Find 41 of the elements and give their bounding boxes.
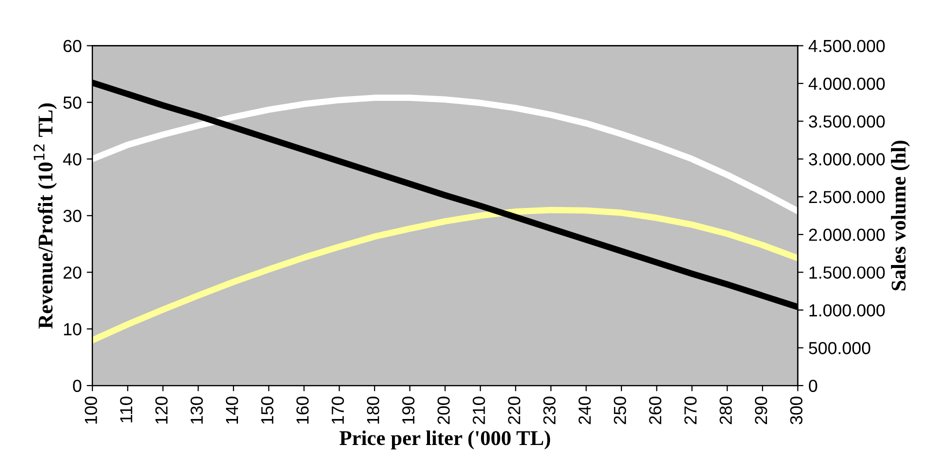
- x-tick-label: 300: [790, 396, 802, 424]
- x-tick-label: 110: [120, 396, 132, 422]
- x-tick-label: 190: [402, 396, 414, 424]
- x-tick-label: 200: [437, 396, 450, 424]
- x-axis-title: Price per liter ('000 TL): [340, 430, 550, 450]
- x-tick-label: 250: [614, 396, 626, 424]
- y2-tick-label: 0: [808, 380, 818, 392]
- y2-tick-label: 500.000: [808, 342, 870, 354]
- y2-tick-label: 2.000.000: [809, 228, 885, 241]
- x-tick-label: 100: [84, 396, 98, 424]
- x-tick-label: 230: [543, 396, 556, 424]
- y2-tick-label: 4.500.000: [808, 40, 885, 52]
- y2-tick-label: 3.500.000: [808, 115, 885, 128]
- x-tick-label: 130: [190, 396, 203, 424]
- x-tick-label: 220: [508, 396, 520, 424]
- x-tick-label: 280: [720, 396, 732, 424]
- x-tick-label: 180: [366, 396, 380, 424]
- x-tick-label: 160: [296, 396, 309, 424]
- x-tick-label: 240: [578, 396, 591, 424]
- y2-tick-label: 1.500.000: [810, 266, 885, 279]
- y-tick-label: 10: [64, 323, 82, 336]
- x-tick-label: 290: [754, 396, 768, 424]
- x-tick-label: 120: [155, 396, 168, 424]
- y-tick-label: 30: [63, 210, 82, 222]
- y-tick-label: 60: [64, 40, 82, 52]
- y-tick-label: 0: [73, 380, 82, 392]
- y-tick-label: 20: [64, 266, 82, 279]
- x-tick-label: 260: [649, 396, 662, 424]
- y-tick-label: 40: [63, 153, 82, 166]
- x-tick-label: 140: [226, 396, 238, 424]
- y2-tick-label: 3.000.000: [808, 153, 885, 166]
- x-tick-label: 150: [261, 396, 274, 424]
- y2-tick-label: 4.000.000: [808, 78, 885, 90]
- x-tick-label: 210: [472, 396, 486, 424]
- x-tick-label: 270: [684, 396, 697, 424]
- x-tick-label: 170: [332, 396, 344, 424]
- y2-tick-label: 1.000.000: [810, 304, 885, 316]
- y-tick-label: 50: [63, 96, 82, 109]
- y2-axis-title: Sales volume (hl): [890, 140, 910, 290]
- y-axis-title: Revenue/Profit (10$^{12}$ TL): [34, 103, 57, 329]
- y2-tick-label: 2.500.000: [809, 190, 885, 204]
